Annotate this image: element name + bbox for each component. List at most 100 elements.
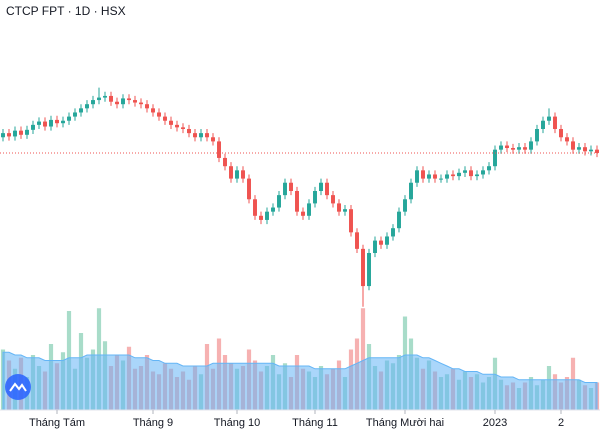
candle-body [259,215,263,220]
candle-body [31,124,35,130]
candle-body [109,95,113,102]
price-pane [0,87,600,307]
x-tick-label: Tháng 10 [214,417,260,429]
candle-body [73,112,77,117]
candle-body [37,121,41,125]
candle-body [523,147,527,150]
candle-body [343,209,347,212]
candle-body [397,211,401,229]
candle-body [157,112,161,117]
candle-body [79,108,83,113]
candle-body [481,170,485,175]
candle-body [421,170,425,179]
candle-body [169,120,173,125]
candle-body [283,182,287,196]
candle-body [565,137,569,142]
candle-body [325,182,329,196]
candle-body [337,203,341,212]
x-tick-label: 2 [558,417,564,429]
candle-body [271,207,275,212]
x-tick-label: Tháng Tám [29,417,85,429]
candle-body [409,182,413,200]
candle-body [445,174,449,179]
time-axis: Tháng Tám Tháng 9 Tháng 10 Tháng 11 Tháng Mư… [0,409,600,429]
x-tick-label: Tháng Mười hai [366,417,444,429]
candle-body [349,209,353,233]
candle-body [121,98,125,105]
candle-body [67,116,71,121]
candle-body [361,248,365,287]
candle-body [7,133,11,137]
candle-body [103,95,107,98]
candle-body [373,240,377,253]
candle-body [199,133,203,138]
candle-body [25,129,29,135]
candle-body [463,170,467,173]
candle-body [289,182,293,191]
candle-body [247,178,251,200]
candle-body [535,129,539,142]
candle-body [475,174,479,177]
candle-body [115,101,119,105]
candle-body [193,133,197,138]
candle-body [187,129,191,134]
candle-body [241,170,245,179]
candle-body [55,119,59,124]
candle-body [97,97,101,101]
candle-body [295,191,299,212]
candle-body [1,133,5,138]
candle-body [253,199,257,216]
candle-body [229,166,233,179]
candle-body [19,130,23,135]
candle-body [301,211,305,216]
candle-body [13,130,17,137]
volume-ma-area [2,351,598,411]
candle-body [223,157,227,167]
candle-body [205,133,209,138]
candle-body [469,170,473,177]
logo [5,374,31,400]
candle-body [379,240,383,245]
candle-body [499,145,503,150]
x-tick-label: 2023 [483,417,507,429]
candle-body [493,149,497,167]
candle-body [175,124,179,128]
candle-body [85,104,89,109]
candle-body [133,100,137,103]
volume-pane [0,308,600,411]
candle-body [367,253,371,287]
x-tick-label: Tháng 9 [133,417,173,429]
candle-body [511,148,515,150]
candle-body [505,145,509,149]
volume-bar [360,308,366,410]
x-tick-label: Tháng 11 [292,417,338,429]
candle-body [487,166,491,171]
candle-body [313,191,317,204]
candle-body [277,195,281,208]
candle-body [451,174,455,177]
candle-body [235,170,239,179]
candle-body [433,174,437,179]
candle-body [391,228,395,237]
candle-body [91,100,95,105]
candle-body [163,116,167,121]
candle-body [127,98,131,101]
candle-body [439,178,443,180]
candle-body [151,108,155,113]
candle-body [49,119,53,127]
candle-body [307,203,311,216]
candle-body [595,149,599,153]
candle-body [319,182,323,191]
candle-body [559,129,563,138]
candle-body [43,121,47,127]
candle-body [355,232,359,249]
candle-body [403,199,407,212]
candle-body [181,127,185,129]
candle-body [211,137,215,142]
candle-body [331,195,335,204]
candle-body [457,172,461,177]
candle-body [583,147,587,152]
candle-body [385,236,389,245]
